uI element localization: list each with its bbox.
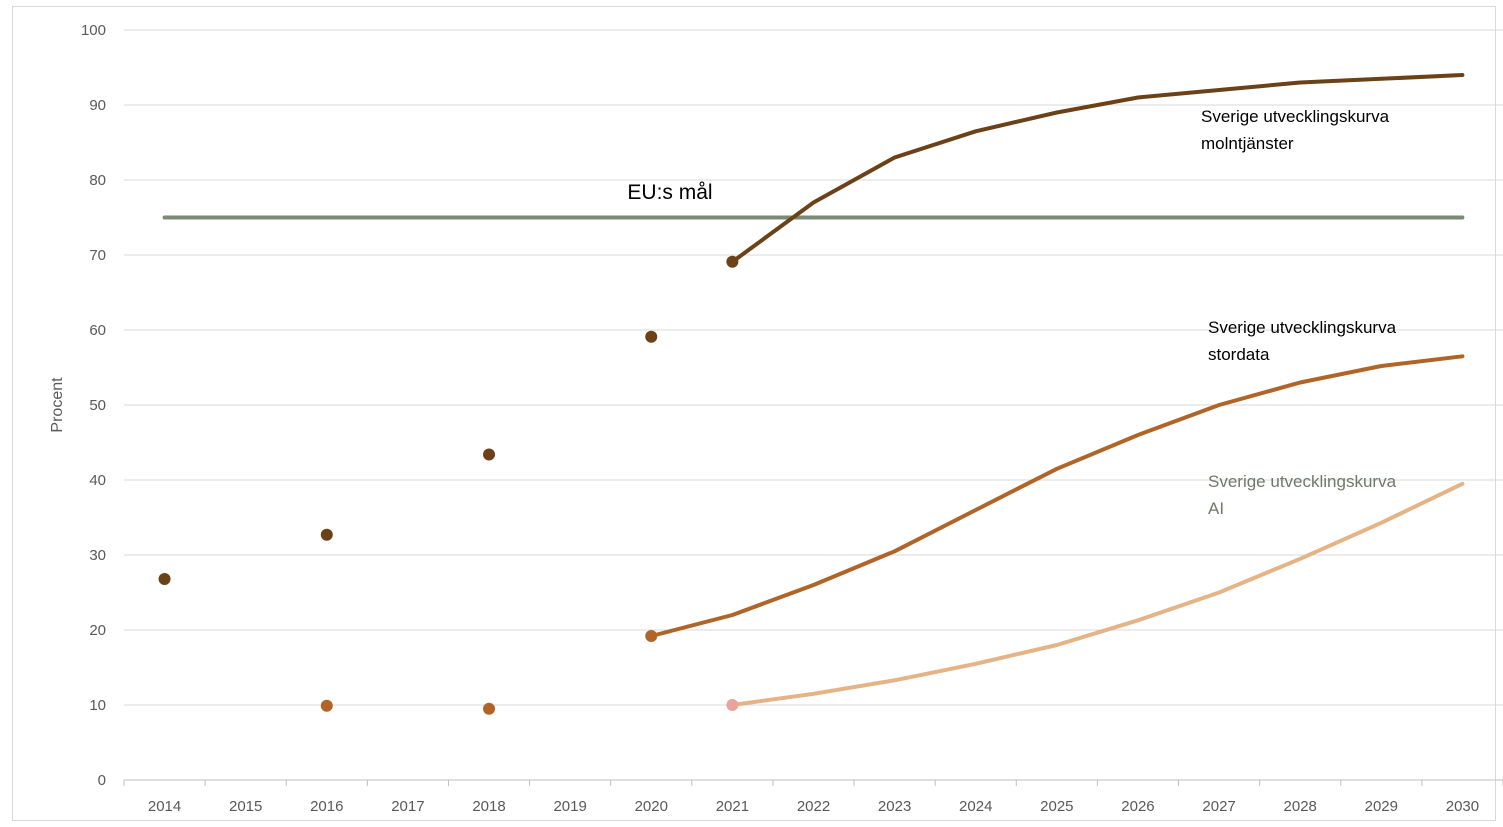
y-tick-label: 0 — [98, 772, 106, 789]
annotation-eu-mal: EU:s mål — [627, 181, 712, 204]
y-tick-label: 80 — [89, 172, 106, 189]
ai-point — [726, 699, 739, 711]
y-tick-label: 70 — [89, 247, 106, 264]
labels: EU:s mål Sverige utvecklingskurva molntjän… — [627, 107, 1396, 518]
y-tick-label: 90 — [89, 97, 106, 114]
gridlines — [124, 29, 1503, 706]
molntjanster-curve — [730, 73, 1465, 264]
annotation-stordata: Sverige utvecklingskurva stordata — [1208, 318, 1397, 364]
stordata-point — [320, 699, 333, 712]
y-tick-label: 50 — [89, 397, 106, 414]
x-tick-label: 2021 — [716, 798, 749, 815]
x-tick-label: 2020 — [635, 798, 668, 815]
molntjanster-point — [483, 448, 496, 461]
x-tick-label: 2029 — [1365, 798, 1398, 815]
x-tick-label: 2026 — [1121, 798, 1154, 815]
stordata-point — [483, 702, 496, 715]
ai-curve — [730, 481, 1465, 707]
molntjanster-point — [158, 573, 171, 585]
x-tick-label: 2024 — [959, 798, 992, 815]
x-tick-label: 2015 — [229, 798, 262, 815]
x-tick-label: 2014 — [148, 798, 181, 815]
series — [162, 73, 1465, 707]
annotation-stordata-line: stordata — [1208, 345, 1270, 364]
x-tick-label: 2019 — [553, 798, 586, 815]
stordata-point — [645, 630, 658, 642]
annotation-molntjanster-line: Sverige utvecklingskurva — [1201, 107, 1390, 126]
annotation-ai-line: Sverige utvecklingskurva — [1208, 472, 1397, 491]
y-tick-label: 60 — [89, 322, 106, 339]
x-tick-label: 2025 — [1040, 798, 1073, 815]
markers — [158, 255, 739, 715]
annotation-ai-line: AI — [1208, 499, 1224, 518]
chart-frame — [12, 6, 1496, 821]
x-tick-label: 2017 — [391, 798, 424, 815]
x-tick-label: 2023 — [878, 798, 911, 815]
annotation-molntjanster: Sverige utvecklingskurva molntjänster — [1201, 107, 1390, 153]
y-tick-label: 20 — [89, 622, 106, 639]
stordata-curve — [649, 354, 1465, 638]
molntjanster-point — [645, 330, 658, 343]
x-tick-label: 2018 — [472, 798, 505, 815]
annotation-ai: Sverige utvecklingskurva AI — [1208, 472, 1397, 518]
molntjanster-point — [320, 528, 333, 541]
molntjanster-point — [726, 255, 739, 268]
y-tick-label: 30 — [89, 547, 106, 564]
annotation-stordata-line: Sverige utvecklingskurva — [1208, 318, 1397, 337]
annotation-molntjanster-line: molntjänster — [1201, 134, 1294, 153]
y-tick-label: 100 — [81, 22, 106, 39]
y-tick-label: 40 — [89, 472, 106, 489]
x-tick-label: 2022 — [797, 798, 830, 815]
x-tick-label: 2028 — [1284, 798, 1317, 815]
y-axis-label: Procent — [49, 377, 66, 433]
x-tick-label: 2027 — [1202, 798, 1235, 815]
x-tick-label: 2030 — [1446, 798, 1479, 815]
y-tick-label: 10 — [89, 697, 106, 714]
x-tick-label: 2016 — [310, 798, 343, 815]
